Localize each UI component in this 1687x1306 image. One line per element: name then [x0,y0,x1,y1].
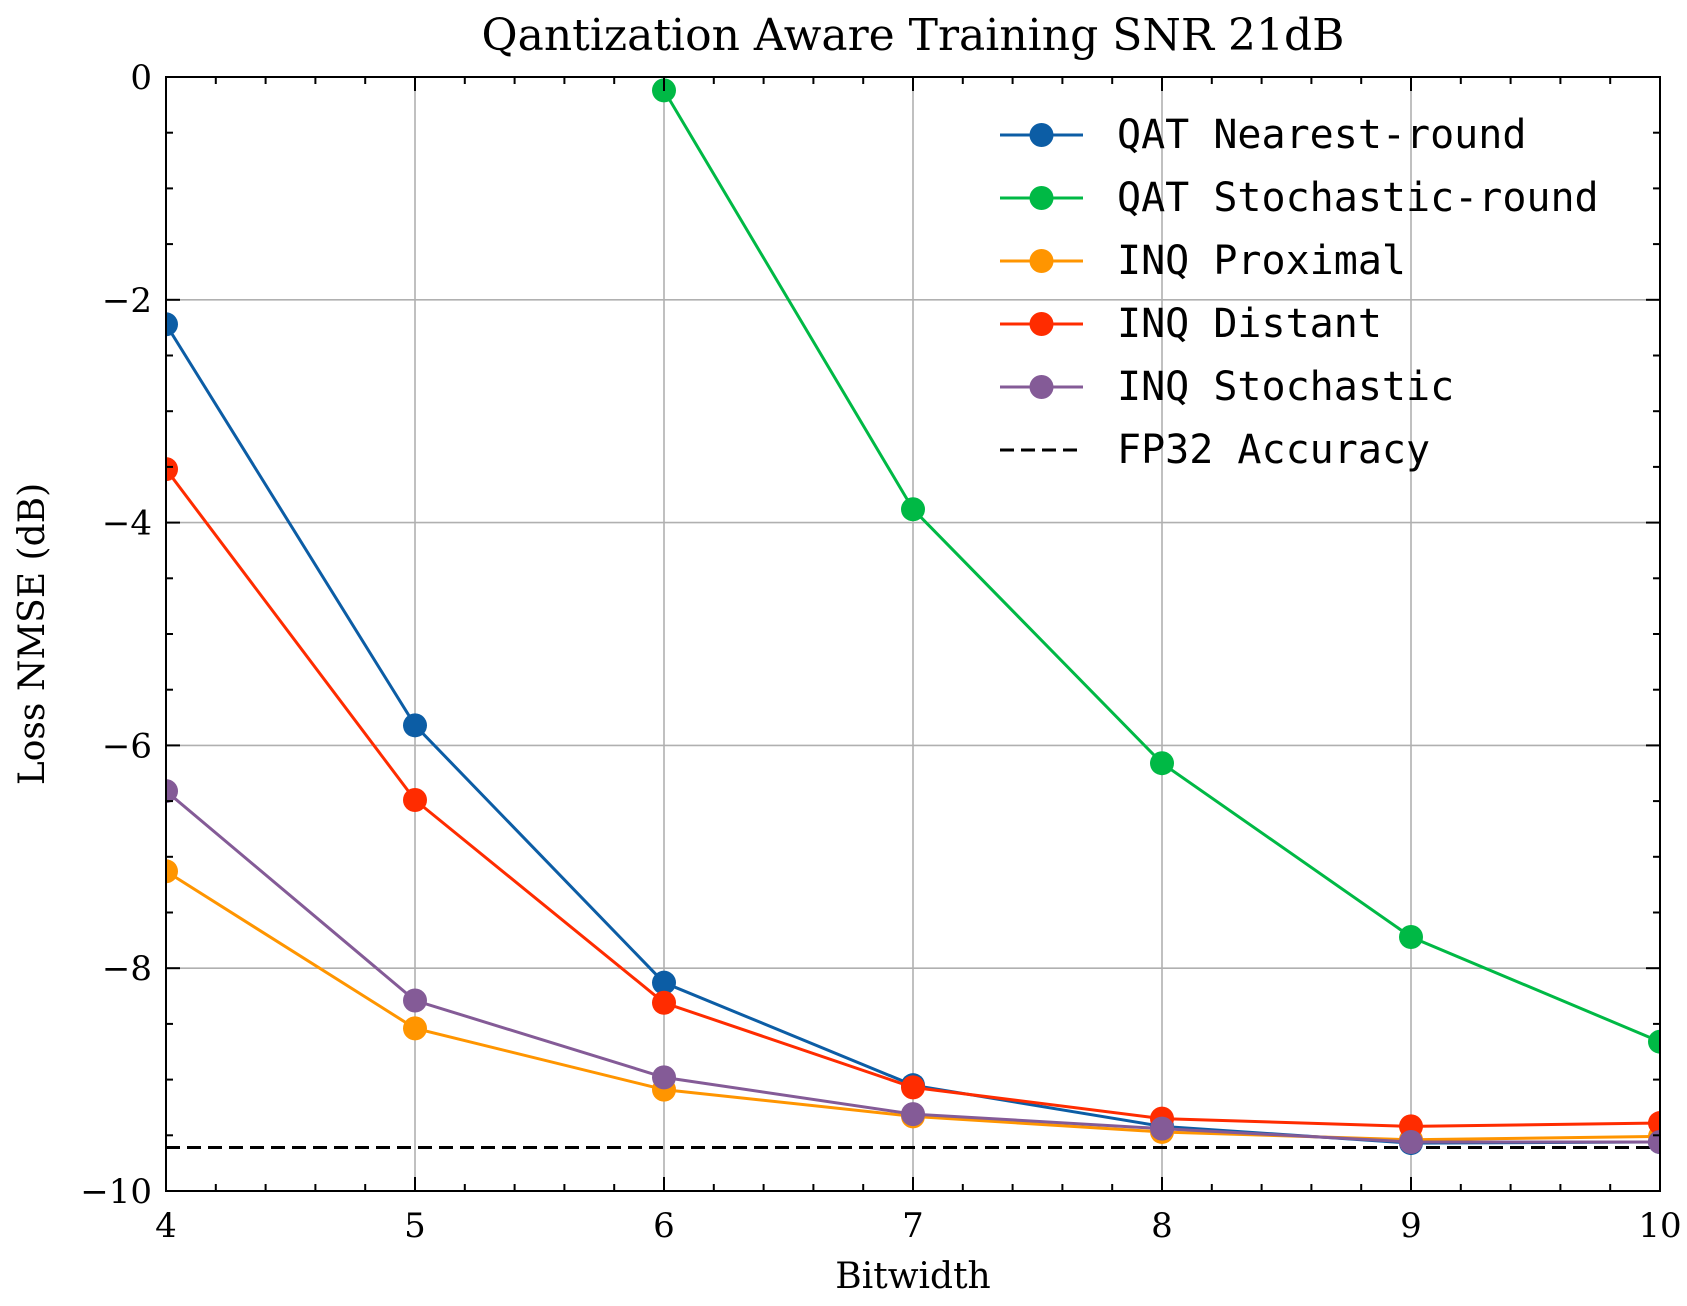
x-tick-label: 9 [1400,1206,1422,1246]
legend-item: QAT Stochastic-round [1000,175,1599,221]
data-point [166,457,178,482]
data-point [166,859,178,884]
data-point [901,1102,925,1127]
legend-label: FP32 Accuracy [1117,427,1430,473]
legend-item: INQ Distant [1000,301,1382,347]
data-point [403,988,427,1013]
legend-label: INQ Distant [1117,301,1382,347]
y-tick-label: −10 [80,1172,152,1212]
tick-labels: 4 5 6 7 8 9 10 0 −2 −4 −6 −8 −10 [80,58,1681,1246]
x-axis-label: Bitwidth [835,1256,990,1297]
legend-swatch-marker [1029,186,1054,210]
data-point [403,713,427,738]
data-point [1399,925,1423,950]
legend-item: INQ Stochastic [1000,364,1454,410]
data-point [901,497,925,522]
data-point [166,312,178,337]
series-qat-stochastic-round [652,78,1660,1054]
x-tick-label: 10 [1638,1206,1681,1246]
x-tick-label: 4 [155,1206,177,1246]
series-layer [166,78,1660,1156]
legend-item: QAT Nearest-round [1000,112,1526,158]
x-tick-label: 8 [1151,1206,1173,1246]
legend-item: FP32 Accuracy [1000,427,1430,473]
data-point [901,1075,925,1100]
data-point [403,1016,427,1041]
x-tick-label: 5 [404,1206,426,1246]
legend-swatch-marker [1029,123,1054,147]
y-tick-label: −6 [102,726,152,766]
legend-label: QAT Nearest-round [1117,112,1526,158]
data-point [1150,1116,1174,1141]
legend-label: INQ Proximal [1117,238,1406,284]
chart-title: Qantization Aware Training SNR 21dB [482,10,1345,61]
y-tick-label: 0 [130,58,152,98]
legend-label: QAT Stochastic-round [1117,175,1599,221]
x-tick-label: 7 [902,1206,924,1246]
y-tick-label: −2 [102,281,152,321]
axis-ticks [165,76,1661,1192]
series-inq-stochastic [166,779,1660,1154]
legend-item: INQ Proximal [1000,238,1406,284]
legend-swatch-marker [1029,249,1054,273]
grid [165,76,1661,1192]
data-point [1399,1129,1423,1154]
data-point [1648,1029,1660,1054]
legend-label: INQ Stochastic [1117,364,1454,410]
legend-swatch-marker [1029,375,1054,399]
legend: QAT Nearest-round QAT Stochastic-round INQ… [1000,112,1599,473]
data-point [403,787,427,812]
y-axis-label: Loss NMSE (dB) [12,483,53,785]
legend-swatch-marker [1029,312,1054,336]
x-tick-label: 6 [653,1206,675,1246]
data-point [652,990,676,1015]
data-point [166,779,178,804]
y-tick-label: −8 [102,949,152,989]
data-point [1150,751,1174,776]
y-tick-label: −4 [102,504,152,544]
data-point [1648,1111,1660,1136]
data-point [652,970,676,995]
data-point [652,1065,676,1090]
